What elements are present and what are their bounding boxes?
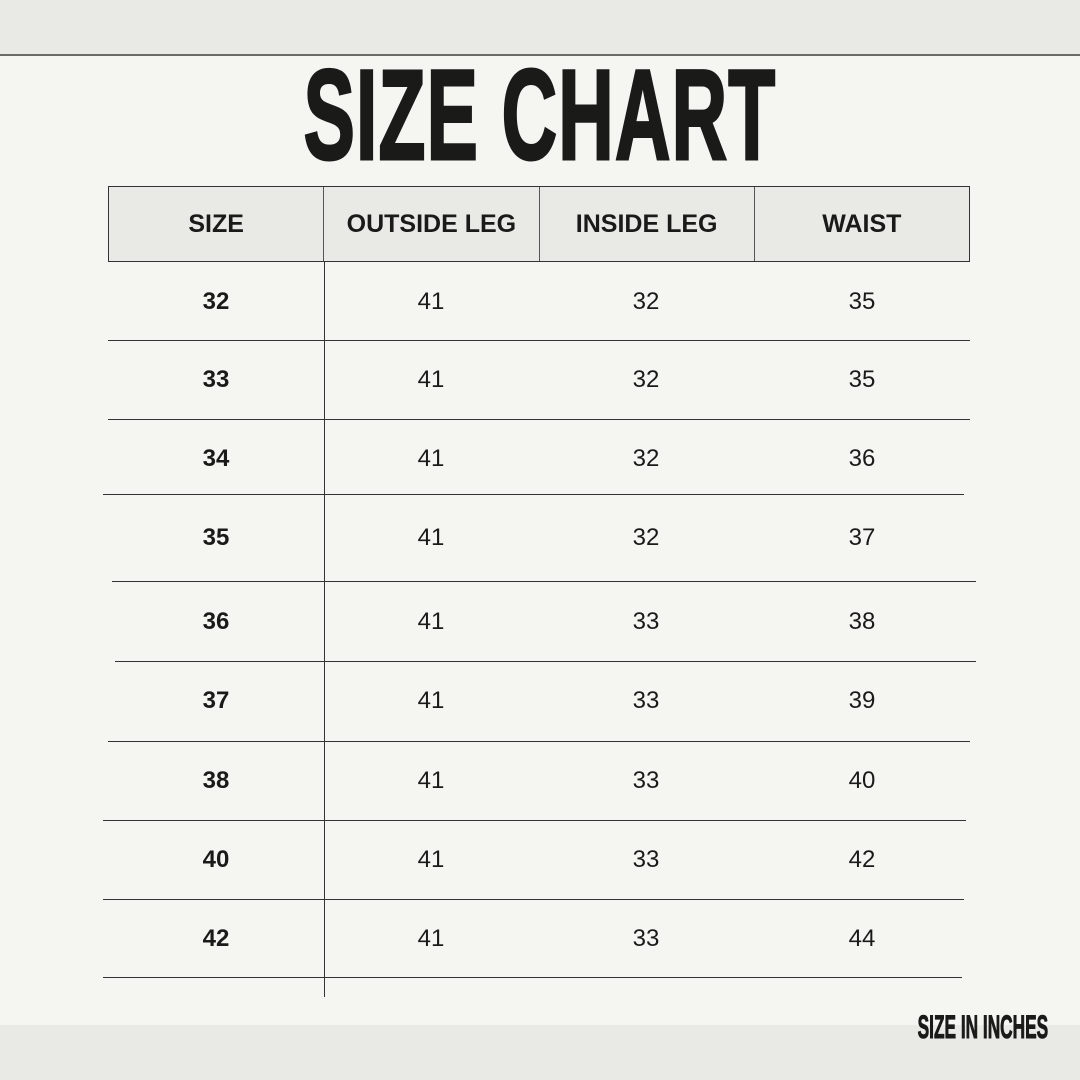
header-waist: WAIST [753, 187, 969, 261]
cell-waist: 42 [848, 846, 876, 873]
bottom-band [0, 1025, 1080, 1080]
row-divider [115, 661, 976, 662]
header-inside-leg: INSIDE LEG [538, 187, 754, 261]
cell-inside-leg: 33 [632, 608, 660, 635]
cell-inside-leg: 32 [632, 524, 660, 551]
units-note-text: SIZE IN INCHES [917, 1009, 1049, 1045]
cell-outside-leg: 41 [417, 608, 445, 635]
cell-size: 34 [202, 445, 230, 472]
cell-waist: 36 [848, 445, 876, 472]
units-note: SIZE IN INCHES [862, 1010, 1048, 1045]
table-header: SIZE OUTSIDE LEG INSIDE LEG WAIST [108, 186, 970, 262]
cell-waist: 35 [848, 366, 876, 393]
title-text: SIZE CHART [303, 44, 777, 187]
cell-waist: 40 [848, 767, 876, 794]
cell-waist: 38 [848, 608, 876, 635]
row-divider [108, 741, 970, 742]
cell-size: 37 [202, 687, 230, 714]
cell-size: 38 [202, 767, 230, 794]
cell-size: 36 [202, 608, 230, 635]
cell-outside-leg: 41 [417, 366, 445, 393]
column-divider [324, 262, 325, 997]
cell-outside-leg: 41 [417, 767, 445, 794]
cell-size: 33 [202, 366, 230, 393]
cell-waist: 44 [848, 925, 876, 952]
cell-outside-leg: 41 [417, 925, 445, 952]
cell-outside-leg: 41 [417, 846, 445, 873]
row-divider [103, 899, 964, 900]
cell-outside-leg: 41 [417, 524, 445, 551]
row-divider [112, 581, 976, 582]
cell-inside-leg: 33 [632, 846, 660, 873]
cell-waist: 35 [848, 288, 876, 315]
page-title: SIZE CHART [0, 44, 1080, 187]
cell-inside-leg: 32 [632, 445, 660, 472]
row-divider [103, 977, 962, 978]
cell-inside-leg: 32 [632, 366, 660, 393]
cell-outside-leg: 41 [417, 687, 445, 714]
cell-inside-leg: 33 [632, 925, 660, 952]
cell-inside-leg: 33 [632, 767, 660, 794]
header-size: SIZE [188, 209, 244, 238]
cell-size: 32 [202, 288, 230, 315]
cell-size: 42 [202, 925, 230, 952]
cell-size: 35 [202, 524, 230, 551]
cell-outside-leg: 41 [417, 288, 445, 315]
row-divider [103, 494, 964, 495]
cell-inside-leg: 33 [632, 687, 660, 714]
cell-waist: 39 [848, 687, 876, 714]
row-divider [108, 419, 970, 420]
cell-size: 40 [202, 846, 230, 873]
row-divider [103, 820, 966, 821]
top-band [0, 0, 1080, 56]
header-outside-leg: OUTSIDE LEG [323, 187, 538, 261]
cell-outside-leg: 41 [417, 445, 445, 472]
row-divider [108, 340, 970, 341]
cell-waist: 37 [848, 524, 876, 551]
cell-inside-leg: 32 [632, 288, 660, 315]
